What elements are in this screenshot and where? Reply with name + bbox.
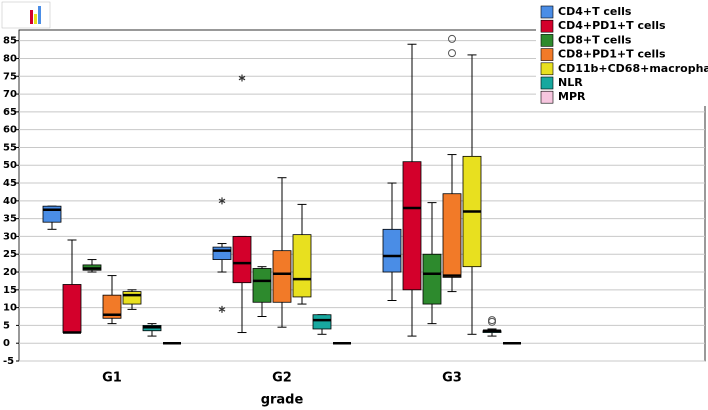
extreme: [218, 197, 226, 205]
box: [442, 193, 462, 278]
thumbnail: [1, 1, 51, 29]
y-tick-label: 5: [3, 320, 10, 331]
y-tick-label: 50: [3, 160, 17, 171]
y-tick-label: 80: [3, 53, 17, 64]
legend-swatch: [540, 62, 554, 76]
box: [232, 236, 252, 284]
legend-label: CD8+PD1+T cells: [558, 48, 666, 61]
x-tick-label: G3: [442, 371, 462, 386]
legend-swatch: [540, 19, 554, 33]
y-tick-label: 15: [3, 285, 17, 296]
legend-label: CD4+PD1+T cells: [558, 19, 666, 32]
box: [272, 250, 292, 303]
y-tick-label: 75: [3, 71, 17, 82]
x-tick-label: G2: [272, 371, 292, 386]
box: [62, 284, 82, 333]
legend-swatch: [540, 90, 554, 104]
y-tick-label: 25: [3, 249, 17, 260]
box: [122, 291, 142, 305]
legend-swatch: [540, 48, 554, 61]
y-tick-label: 40: [3, 196, 17, 207]
y-tick-label: 0: [3, 338, 10, 349]
outlier: [448, 49, 456, 58]
box: [402, 161, 422, 291]
box: [422, 253, 442, 305]
y-tick-label: 65: [3, 107, 17, 118]
box: [382, 228, 402, 273]
x-tick-label: G1: [102, 371, 122, 386]
extreme: [218, 305, 226, 313]
x-axis-label: grade: [261, 393, 304, 408]
legend-label: NLR: [558, 76, 583, 89]
box: [292, 234, 312, 298]
y-tick-label: 10: [3, 303, 17, 314]
outlier: [488, 317, 496, 326]
y-tick-label: -5: [3, 356, 14, 367]
box: [212, 246, 232, 260]
box: [252, 268, 272, 303]
legend-label: CD4+T cells: [558, 5, 632, 18]
legend-label: CD11b+CD68+macrophages: [558, 62, 708, 75]
legend-label: MPR: [558, 90, 586, 103]
legend-label: CD8+T cells: [558, 33, 632, 46]
outlier: [448, 34, 456, 43]
y-tick-label: 30: [3, 231, 17, 242]
legend-swatch: [540, 5, 554, 19]
y-tick-label: 70: [3, 89, 17, 100]
y-tick-label: 45: [3, 178, 17, 189]
y-tick-label: 35: [3, 214, 17, 225]
extreme: [238, 74, 246, 82]
legend-swatch: [540, 34, 554, 47]
y-tick-label: 20: [3, 267, 17, 278]
box: [312, 314, 332, 330]
legend-background: [536, 3, 706, 106]
y-tick-label: 55: [3, 142, 17, 153]
y-tick-label: 60: [3, 125, 17, 136]
legend-swatch: [540, 76, 554, 90]
box: [102, 294, 122, 319]
y-tick-label: 85: [3, 36, 17, 47]
